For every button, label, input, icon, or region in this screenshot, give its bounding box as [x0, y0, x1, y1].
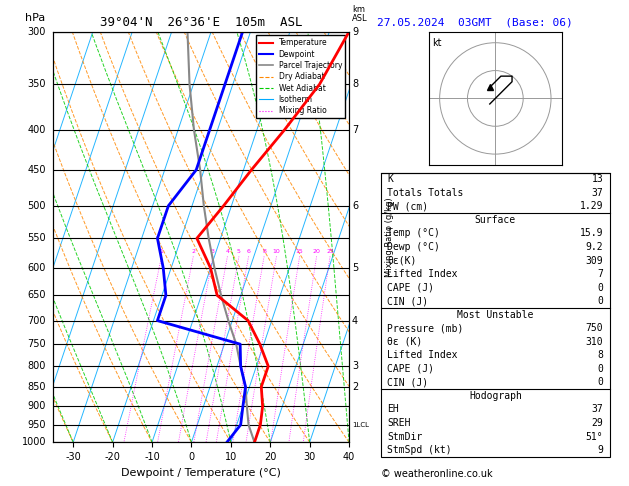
Text: 1.29: 1.29	[580, 201, 603, 211]
Text: 950: 950	[28, 420, 46, 430]
Text: 27.05.2024  03GMT  (Base: 06): 27.05.2024 03GMT (Base: 06)	[377, 17, 573, 27]
Text: 1000: 1000	[21, 437, 46, 447]
Text: 2: 2	[352, 382, 359, 392]
Text: 500: 500	[28, 201, 46, 211]
Text: Most Unstable: Most Unstable	[457, 310, 533, 320]
Text: Hodograph: Hodograph	[469, 391, 522, 401]
X-axis label: Dewpoint / Temperature (°C): Dewpoint / Temperature (°C)	[121, 468, 281, 478]
Text: CIN (J): CIN (J)	[387, 377, 428, 387]
Text: 400: 400	[28, 125, 46, 135]
Text: PW (cm): PW (cm)	[387, 201, 428, 211]
Text: 2: 2	[191, 249, 195, 254]
Text: 15: 15	[296, 249, 303, 254]
Text: kt: kt	[433, 38, 442, 48]
Text: 450: 450	[28, 165, 46, 175]
Text: 850: 850	[28, 382, 46, 392]
Text: 8: 8	[352, 79, 358, 89]
Text: Mixing Ratio (g/kg): Mixing Ratio (g/kg)	[384, 197, 394, 277]
Text: 20: 20	[313, 249, 321, 254]
Text: Lifted Index: Lifted Index	[387, 350, 458, 360]
Text: 800: 800	[28, 361, 46, 371]
Text: 13: 13	[591, 174, 603, 184]
Text: 9.2: 9.2	[586, 242, 603, 252]
Text: hPa: hPa	[25, 14, 46, 23]
Text: StmDir: StmDir	[387, 432, 423, 442]
Text: 8: 8	[598, 350, 603, 360]
Text: SREH: SREH	[387, 418, 411, 428]
Text: CAPE (J): CAPE (J)	[387, 282, 435, 293]
Text: 5: 5	[237, 249, 241, 254]
Text: 750: 750	[28, 339, 46, 349]
Text: Surface: Surface	[475, 215, 516, 225]
Text: 9: 9	[352, 27, 358, 36]
Text: K: K	[387, 174, 393, 184]
Text: 37: 37	[591, 404, 603, 415]
Text: 29: 29	[591, 418, 603, 428]
Text: 7: 7	[598, 269, 603, 279]
Text: 4: 4	[225, 249, 230, 254]
Text: 10: 10	[272, 249, 281, 254]
Text: 0: 0	[598, 377, 603, 387]
Text: 3: 3	[211, 249, 215, 254]
Text: Totals Totals: Totals Totals	[387, 188, 464, 198]
Text: 7: 7	[352, 125, 359, 135]
Text: StmSpd (kt): StmSpd (kt)	[387, 445, 452, 455]
Text: 8: 8	[262, 249, 266, 254]
Text: 0: 0	[598, 282, 603, 293]
Text: 6: 6	[352, 201, 358, 211]
Text: 350: 350	[28, 79, 46, 89]
Text: 300: 300	[28, 27, 46, 36]
Legend: Temperature, Dewpoint, Parcel Trajectory, Dry Adiabat, Wet Adiabat, Isotherm, Mi: Temperature, Dewpoint, Parcel Trajectory…	[256, 35, 345, 118]
Text: 1: 1	[160, 249, 164, 254]
Text: 25: 25	[326, 249, 334, 254]
Text: 5: 5	[352, 263, 359, 273]
Text: 0: 0	[598, 364, 603, 374]
Text: Temp (°C): Temp (°C)	[387, 228, 440, 239]
Text: CAPE (J): CAPE (J)	[387, 364, 435, 374]
Text: CIN (J): CIN (J)	[387, 296, 428, 306]
Text: 4: 4	[352, 315, 358, 326]
Text: 310: 310	[586, 337, 603, 347]
Text: Pressure (mb): Pressure (mb)	[387, 323, 464, 333]
Text: © weatheronline.co.uk: © weatheronline.co.uk	[381, 469, 492, 479]
Text: 309: 309	[586, 256, 603, 265]
Text: 550: 550	[28, 233, 46, 243]
Text: 15.9: 15.9	[580, 228, 603, 239]
Text: 0: 0	[598, 296, 603, 306]
Text: 3: 3	[352, 361, 358, 371]
Text: 37: 37	[591, 188, 603, 198]
Title: 39°04'N  26°36'E  105m  ASL: 39°04'N 26°36'E 105m ASL	[100, 16, 303, 29]
Text: θε(K): θε(K)	[387, 256, 417, 265]
Text: 600: 600	[28, 263, 46, 273]
Text: 700: 700	[28, 315, 46, 326]
Text: 6: 6	[247, 249, 250, 254]
Text: 1LCL: 1LCL	[352, 422, 369, 428]
Text: 750: 750	[586, 323, 603, 333]
Text: θε (K): θε (K)	[387, 337, 423, 347]
Text: 650: 650	[28, 290, 46, 300]
Text: km
ASL: km ASL	[352, 5, 368, 23]
Text: Dewp (°C): Dewp (°C)	[387, 242, 440, 252]
Text: 900: 900	[28, 401, 46, 411]
Text: EH: EH	[387, 404, 399, 415]
Text: 51°: 51°	[586, 432, 603, 442]
Text: Lifted Index: Lifted Index	[387, 269, 458, 279]
Text: 9: 9	[598, 445, 603, 455]
